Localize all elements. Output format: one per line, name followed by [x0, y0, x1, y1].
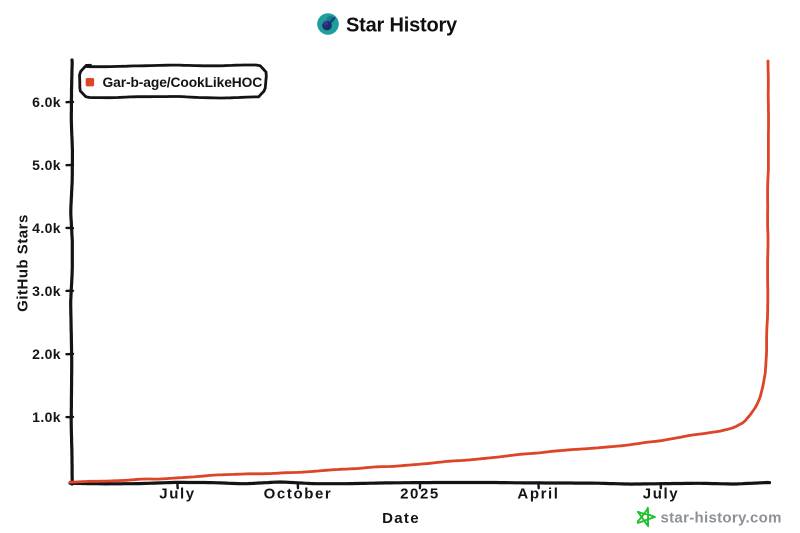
svg-text:5.0k: 5.0k	[32, 157, 61, 173]
svg-text:Gar-b-age/CookLikeHOC: Gar-b-age/CookLikeHOC	[103, 75, 263, 90]
svg-text:1.0k: 1.0k	[32, 409, 61, 425]
svg-text:2.0k: 2.0k	[32, 346, 61, 362]
svg-text:2025: 2025	[400, 486, 440, 503]
svg-text:3.0k: 3.0k	[32, 283, 61, 299]
svg-text:July: July	[643, 486, 679, 503]
svg-text:6.0k: 6.0k	[32, 94, 61, 110]
svg-text:October: October	[264, 486, 333, 503]
svg-text:star-history.com: star-history.com	[661, 510, 782, 527]
svg-text:4.0k: 4.0k	[32, 220, 61, 236]
svg-text:Star History: Star History	[346, 15, 458, 37]
svg-text:April: April	[517, 486, 559, 503]
svg-text:Date: Date	[382, 510, 420, 527]
svg-text:GitHub Stars: GitHub Stars	[15, 214, 32, 312]
svg-text:July: July	[159, 486, 195, 503]
